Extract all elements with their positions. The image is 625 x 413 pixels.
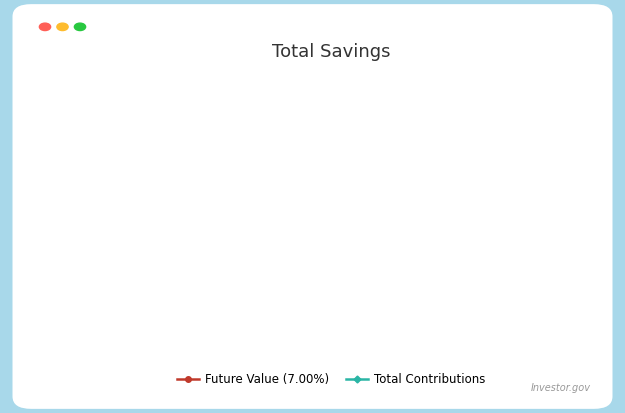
Text: Total Savings: Total Savings bbox=[272, 43, 391, 62]
Total Contributions bbox=[251, 281, 259, 286]
Total Contributions bbox=[418, 281, 425, 286]
Future Value (7.00%) bbox=[179, 266, 187, 271]
Future Value (7.00%) bbox=[203, 260, 211, 265]
Total Contributions bbox=[394, 281, 401, 286]
Line: Future Value (7.00%): Future Value (7.00%) bbox=[109, 86, 591, 286]
Future Value (7.00%) bbox=[275, 240, 282, 245]
Y-axis label: US Dollars ($): US Dollars ($) bbox=[29, 143, 39, 220]
Future Value (7.00%) bbox=[441, 174, 449, 179]
Future Value (7.00%) bbox=[489, 149, 497, 154]
Future Value (7.00%) bbox=[132, 276, 139, 281]
Future Value (7.00%) bbox=[156, 271, 163, 276]
Total Contributions bbox=[132, 281, 139, 286]
Future Value (7.00%) bbox=[584, 87, 592, 92]
Total Contributions bbox=[441, 281, 449, 286]
Future Value (7.00%) bbox=[346, 216, 354, 221]
Future Value (7.00%) bbox=[394, 196, 401, 201]
Future Value (7.00%) bbox=[251, 247, 259, 252]
Future Value (7.00%) bbox=[561, 104, 568, 109]
Line: Total Contributions: Total Contributions bbox=[109, 281, 591, 286]
Total Contributions bbox=[108, 281, 116, 286]
Total Contributions bbox=[370, 281, 378, 286]
Total Contributions bbox=[228, 281, 235, 286]
Total Contributions bbox=[203, 281, 211, 286]
Total Contributions bbox=[322, 281, 330, 286]
Legend: Future Value (7.00%), Total Contributions: Future Value (7.00%), Total Contribution… bbox=[173, 368, 490, 391]
Future Value (7.00%) bbox=[370, 206, 378, 211]
Total Contributions bbox=[537, 281, 544, 286]
Total Contributions bbox=[179, 281, 187, 286]
Text: Investor.gov: Investor.gov bbox=[531, 383, 591, 393]
Future Value (7.00%) bbox=[465, 162, 472, 167]
Total Contributions bbox=[346, 281, 354, 286]
Total Contributions bbox=[275, 281, 282, 286]
Total Contributions bbox=[584, 281, 592, 286]
Future Value (7.00%) bbox=[418, 185, 425, 190]
Total Contributions bbox=[156, 281, 163, 286]
Future Value (7.00%) bbox=[108, 281, 116, 286]
Total Contributions bbox=[465, 281, 472, 286]
Total Contributions bbox=[561, 281, 568, 286]
Total Contributions bbox=[513, 281, 521, 286]
Future Value (7.00%) bbox=[513, 135, 521, 140]
Total Contributions bbox=[299, 281, 306, 286]
Future Value (7.00%) bbox=[228, 254, 235, 259]
Total Contributions bbox=[489, 281, 497, 286]
Future Value (7.00%) bbox=[322, 224, 330, 229]
Future Value (7.00%) bbox=[299, 233, 306, 237]
Future Value (7.00%) bbox=[537, 120, 544, 125]
